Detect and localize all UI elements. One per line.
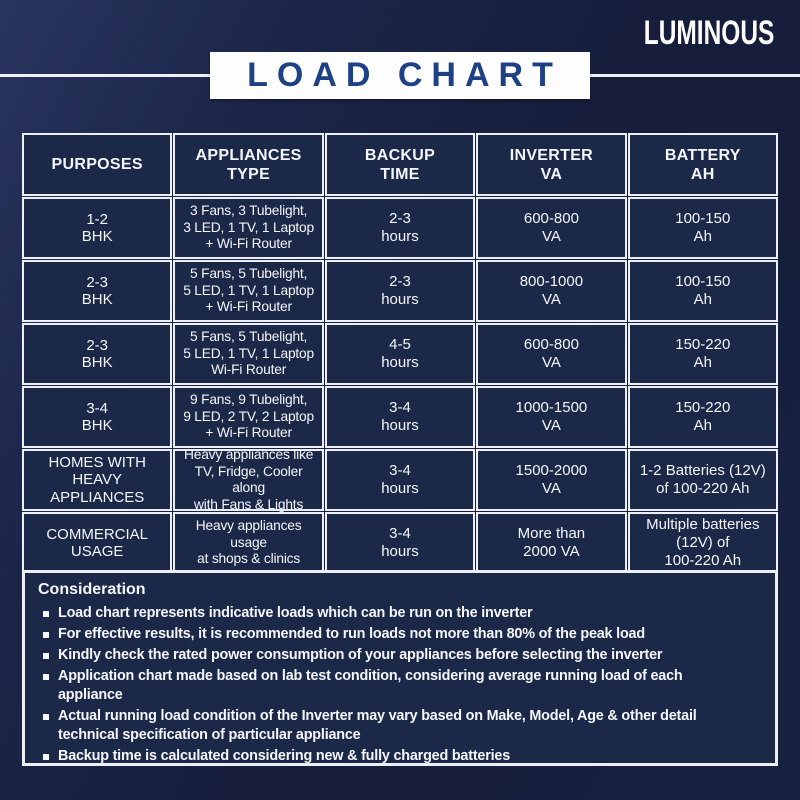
column-header-purposes: PURPOSES: [22, 133, 173, 196]
consideration-panel: Consideration Load chart represents indi…: [22, 570, 778, 766]
cell-appliances: Heavy appliances usage at shops & clinic…: [173, 512, 324, 574]
list-item-text: Actual running load condition of the Inv…: [58, 708, 697, 743]
cell-battery: 150-220 Ah: [627, 386, 778, 448]
list-item-text: Kindly check the rated power consumption…: [58, 647, 663, 663]
cell-purpose: COMMERCIAL USAGE: [22, 512, 173, 574]
cell-backup: 3-4 hours: [324, 386, 476, 448]
consideration-heading: Consideration: [38, 581, 146, 598]
column-header-backup-time: BACKUP TIME: [324, 133, 476, 196]
cell-battery: Multiple batteries (12V) of 100-220 Ah: [627, 512, 778, 574]
column-header-appliances-type: APPLIANCES TYPE: [173, 133, 324, 196]
load-chart-table: PURPOSES APPLIANCES TYPE BACKUP TIME INV…: [22, 133, 778, 574]
list-item: Actual running load condition of the Inv…: [43, 707, 762, 745]
cell-backup: 2-3 hours: [324, 260, 476, 322]
list-item-text: Backup time is calculated considering ne…: [58, 748, 511, 764]
cell-purpose: HOMES WITH HEAVY APPLIANCES: [22, 449, 173, 511]
square-bullet-icon: [43, 653, 49, 659]
list-item: Backup time is calculated considering ne…: [43, 747, 762, 764]
cell-purpose: 1-2 BHK: [22, 197, 173, 259]
column-header-battery-ah: BATTERY AH: [627, 133, 778, 196]
list-item-text: For effective results, it is recommended…: [58, 626, 645, 642]
cell-backup: 2-3 hours: [324, 197, 476, 259]
cell-appliances: 5 Fans, 5 Tubelight, 5 LED, 1 TV, 1 Lapt…: [173, 260, 324, 322]
square-bullet-icon: [43, 674, 49, 680]
square-bullet-icon: [43, 714, 49, 720]
list-item: For effective results, it is recommended…: [43, 625, 762, 644]
cell-battery: 100-150 Ah: [627, 197, 778, 259]
cell-inverter: 1000-1500 VA: [476, 386, 627, 448]
list-item: Application chart made based on lab test…: [43, 667, 762, 705]
list-item-text: Load chart represents indicative loads w…: [58, 605, 533, 621]
cell-backup: 3-4 hours: [324, 449, 476, 511]
cell-inverter: 600-800 VA: [476, 323, 627, 385]
cell-purpose: 2-3 BHK: [22, 323, 173, 385]
cell-battery: 1-2 Batteries (12V) of 100-220 Ah: [627, 449, 778, 511]
page-title: LOAD CHART: [247, 56, 562, 94]
cell-appliances: 3 Fans, 3 Tubelight, 3 LED, 1 TV, 1 Lapt…: [173, 197, 324, 259]
square-bullet-icon: [43, 632, 49, 638]
square-bullet-icon: [43, 754, 49, 760]
list-item: Kindly check the rated power consumption…: [43, 646, 762, 665]
cell-inverter: More than 2000 VA: [476, 512, 627, 574]
cell-backup: 4-5 hours: [324, 323, 476, 385]
cell-battery: 150-220 Ah: [627, 323, 778, 385]
cell-appliances: 5 Fans, 5 Tubelight, 5 LED, 1 TV, 1 Lapt…: [173, 323, 324, 385]
cell-purpose: 2-3 BHK: [22, 260, 173, 322]
list-item: Load chart represents indicative loads w…: [43, 604, 762, 623]
title-banner: LOAD CHART: [210, 52, 590, 99]
cell-appliances: Heavy appliances like TV, Fridge, Cooler…: [173, 447, 324, 512]
cell-backup: 3-4 hours: [324, 512, 476, 574]
cell-inverter: 800-1000 VA: [476, 260, 627, 322]
luminous-logo: LUMINOUS: [643, 14, 774, 52]
cell-inverter: 600-800 VA: [476, 197, 627, 259]
consideration-list: Load chart represents indicative loads w…: [38, 604, 762, 764]
cell-appliances: 9 Fans, 9 Tubelight, 9 LED, 2 TV, 2 Lapt…: [173, 386, 324, 448]
cell-battery: 100-150 Ah: [627, 260, 778, 322]
column-header-inverter-va: INVERTER VA: [476, 133, 627, 196]
cell-purpose: 3-4 BHK: [22, 386, 173, 448]
list-item-text: Application chart made based on lab test…: [58, 668, 683, 703]
cell-inverter: 1500-2000 VA: [476, 449, 627, 511]
square-bullet-icon: [43, 611, 49, 617]
